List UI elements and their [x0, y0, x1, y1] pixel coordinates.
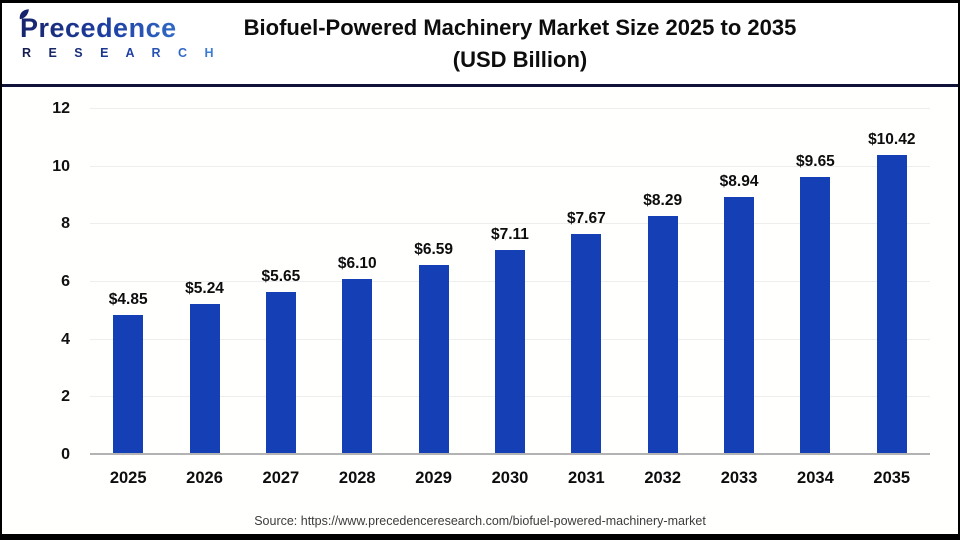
x-tick-label: 2032 — [644, 469, 682, 487]
bar-value-label: $5.65 — [261, 268, 301, 286]
bar-group-2035: $10.42 — [854, 109, 930, 455]
y-tick-label: 0 — [61, 446, 70, 463]
bar-group-2031: $7.67 — [548, 109, 624, 455]
gridline — [90, 165, 930, 167]
bar-value-label: $9.65 — [796, 152, 835, 170]
bar-value-label: $8.29 — [643, 191, 683, 209]
source-text: Source: https://www.precedenceresearch.c… — [254, 514, 706, 528]
bar-value-label: $6.10 — [337, 255, 377, 273]
x-axis-baseline — [90, 453, 930, 455]
bar-group-2029: $6.59 — [395, 109, 471, 455]
bar-value-label: $4.85 — [108, 291, 148, 309]
bar-value-label: $8.94 — [719, 173, 759, 191]
bar-value-label: $10.42 — [868, 130, 916, 148]
chart-title-line1: Biofuel-Powered Machinery Market Size 20… — [243, 14, 797, 40]
bar — [571, 233, 602, 455]
x-tick-label: 2026 — [186, 469, 223, 487]
bar — [724, 197, 755, 455]
bar-group-2025: $4.85 — [90, 109, 166, 455]
bar-value-label: $5.24 — [185, 279, 224, 297]
bar — [342, 279, 373, 455]
y-tick-label: 12 — [52, 100, 70, 117]
x-tick-label: 2028 — [338, 469, 376, 487]
logo-wordmark: Precedence — [18, 9, 221, 43]
logo-subtext: R E S E A R C H — [18, 47, 221, 60]
y-tick-label: 6 — [61, 273, 70, 290]
y-tick-label: 8 — [61, 215, 70, 233]
chart-title-line2: (USD Billion) — [452, 46, 588, 72]
logo-text: Precedence — [20, 13, 177, 43]
bar-chart: 0 2 4 6 8 10 12 $4.85 $5.24 $5.65 $6.10 $6.59 $7.11… — [2, 87, 958, 506]
bar-group-2030: $7.11 — [472, 109, 548, 455]
bar — [189, 303, 220, 455]
y-axis: 0 2 4 6 8 10 12 — [2, 100, 76, 463]
y-tick-label: 10 — [52, 157, 70, 175]
x-tick-label: 2034 — [797, 469, 834, 487]
leaf-icon — [19, 9, 29, 20]
header: Precedence R E S E A R C H Biofuel-Power… — [2, 3, 958, 87]
bars-container: $4.85 $5.24 $5.65 $6.10 $6.59 $7.11 $7.67 $8.29… — [90, 109, 930, 455]
bar-group-2034: $9.65 — [777, 109, 853, 455]
bar-value-label: $7.67 — [566, 209, 606, 227]
source-line: Source: https://www.precedenceresearch.c… — [2, 514, 958, 528]
plot-area: $4.85 $5.24 $5.65 $6.10 $6.59 $7.11 $7.67 $8.29… — [90, 108, 930, 455]
bar-group-2028: $6.10 — [319, 109, 395, 455]
x-axis: 2025 2026 2027 2028 2029 2030 2031 2032 2033 2034… — [90, 469, 930, 493]
x-tick-label: 2030 — [491, 469, 529, 487]
x-tick-label: 2029 — [415, 469, 452, 487]
gridline — [90, 108, 930, 109]
bar-group-2033: $8.94 — [701, 109, 777, 455]
x-tick-label: 2027 — [262, 469, 300, 487]
bar-value-label: $6.59 — [414, 241, 454, 258]
bar-value-label: $7.11 — [491, 226, 529, 243]
bar-group-2032: $8.29 — [625, 109, 701, 455]
x-tick-label: 2035 — [873, 469, 911, 487]
bar — [494, 250, 525, 455]
bar — [418, 265, 449, 455]
x-tick-label: 2033 — [720, 469, 758, 487]
chart-title: Biofuel-Powered Machinery Market Size 20… — [2, 12, 958, 76]
y-tick-label: 2 — [61, 388, 70, 406]
bar — [800, 176, 831, 455]
bar — [647, 215, 678, 455]
x-tick-label: 2031 — [567, 469, 605, 487]
bar-group-2026: $5.24 — [166, 109, 242, 455]
bar-group-2027: $5.65 — [243, 109, 319, 455]
gridline — [90, 223, 930, 225]
bar — [113, 315, 144, 455]
precedence-research-logo: Precedence R E S E A R C H — [18, 9, 221, 60]
x-tick-label: 2025 — [109, 469, 147, 487]
bar — [265, 292, 296, 455]
bar — [876, 154, 907, 455]
y-tick-label: 4 — [61, 330, 70, 348]
